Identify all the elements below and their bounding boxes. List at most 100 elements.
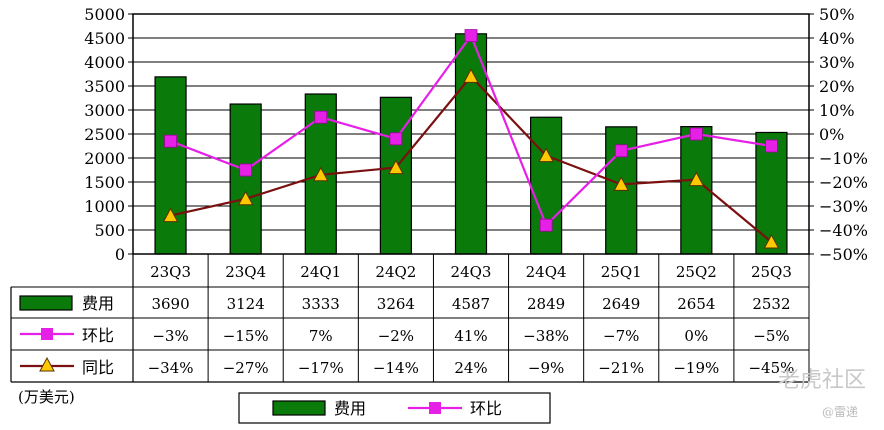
- line-series: [162, 29, 780, 249]
- fee-value: 2532: [752, 295, 790, 313]
- mom-value: 7%: [309, 327, 333, 345]
- bar: [530, 116, 563, 255]
- fee-value: 3690: [151, 295, 189, 313]
- left-tick-label: 500: [94, 221, 125, 240]
- right-axis-ticks: −50% −40% −30% −20% −10% 0% 10% 20% 30% 40% 50%: [819, 5, 868, 264]
- bar: [454, 33, 488, 255]
- yoy-point: [463, 68, 479, 83]
- yoy-point: [763, 233, 780, 249]
- left-axis-ticks: 0 500 1000 1500 2000 2500 3000 3500 4000 4500 5000: [84, 5, 125, 264]
- right-tick-label: 10%: [819, 101, 855, 120]
- legend-key-mom-marker: [429, 402, 441, 414]
- data-table: 23Q3 23Q4 24Q1 24Q2 24Q3 24Q4 25Q1 25Q2 25Q3 费用环比…: [10, 254, 810, 383]
- mom-point: [239, 163, 253, 177]
- mom-point: [539, 218, 553, 232]
- right-tick-label: −20%: [819, 173, 868, 192]
- left-tick-label: 2500: [84, 125, 125, 144]
- left-tick-label: 3000: [84, 101, 125, 120]
- fee-value: 3124: [227, 295, 265, 313]
- row-key-mom-marker: [41, 328, 53, 340]
- mom-value: −15%: [223, 327, 269, 345]
- fee-value: 2849: [527, 295, 565, 313]
- left-tick-label: 1000: [84, 197, 125, 216]
- left-tick-label: 5000: [84, 5, 125, 24]
- fee-value: 3264: [377, 295, 415, 313]
- mom-value: −5%: [753, 327, 789, 345]
- right-tick-label: 50%: [819, 5, 855, 24]
- category-label: 24Q3: [451, 263, 492, 281]
- yoy-value: −19%: [673, 359, 719, 377]
- yoy-value: 24%: [454, 359, 487, 377]
- left-tick-label: 0: [115, 245, 125, 264]
- category-label: 24Q4: [526, 263, 567, 281]
- yoy-point: [312, 166, 329, 182]
- left-tick-label: 4500: [84, 29, 125, 48]
- unit-label: (万美元): [18, 388, 75, 406]
- right-tick-label: 20%: [819, 77, 855, 96]
- mom-point: [614, 144, 628, 158]
- category-label: 25Q3: [751, 263, 792, 281]
- mom-value: −38%: [523, 327, 569, 345]
- yoy-value: −9%: [528, 359, 564, 377]
- category-label: 25Q1: [601, 263, 642, 281]
- fee-value: 4587: [452, 295, 490, 313]
- yoy-value: −17%: [298, 359, 344, 377]
- yoy-point: [388, 159, 404, 175]
- row-label-yoy: 同比: [82, 358, 114, 377]
- legend-label-mom: 环比: [470, 399, 502, 418]
- right-tick-label: −10%: [819, 149, 868, 168]
- yoy-value: −45%: [748, 359, 794, 377]
- mom-point: [689, 127, 703, 141]
- category-label: 25Q2: [676, 263, 717, 281]
- bar-series-fee: [154, 33, 788, 255]
- yoy-point: [538, 147, 554, 163]
- watermark-text: 老虎社区: [778, 368, 866, 393]
- mom-point: [389, 132, 403, 146]
- mom-value: −3%: [152, 327, 188, 345]
- yoy-value: −21%: [598, 359, 644, 377]
- fee-value: 2654: [677, 295, 715, 313]
- right-tick-label: −30%: [819, 197, 868, 216]
- mom-value: 0%: [684, 327, 708, 345]
- legend: 费用 环比: [238, 392, 551, 424]
- left-tick-label: 3500: [84, 77, 125, 96]
- right-tick-label: 30%: [819, 53, 855, 72]
- right-tick-label: 40%: [819, 29, 855, 48]
- yoy-point: [237, 190, 254, 206]
- fee-value: 3333: [302, 295, 340, 313]
- mom-value: 41%: [454, 327, 487, 345]
- row-label-mom: 环比: [82, 326, 114, 345]
- bar: [680, 126, 713, 255]
- right-tick-label: 0%: [819, 125, 844, 144]
- mom-point: [464, 29, 478, 43]
- category-label: 24Q1: [300, 263, 341, 281]
- mom-value: −2%: [378, 327, 414, 345]
- left-tick-label: 1500: [84, 173, 125, 192]
- yoy-value: −27%: [223, 359, 269, 377]
- bar: [379, 96, 412, 255]
- right-tick-label: −50%: [819, 245, 868, 264]
- category-label: 23Q3: [150, 263, 191, 281]
- row-key-fee: [19, 295, 73, 311]
- category-label: 24Q2: [375, 263, 416, 281]
- category-label: 23Q4: [225, 263, 266, 281]
- yoy-value: −34%: [148, 359, 194, 377]
- bar: [229, 103, 262, 255]
- yoy-value: −14%: [373, 359, 419, 377]
- watermark-sub: @雷递: [822, 405, 858, 419]
- mom-point: [164, 134, 177, 148]
- right-tick-label: −40%: [819, 221, 868, 240]
- row-key-yoy-marker: [39, 356, 55, 372]
- yoy-point: [613, 176, 630, 191]
- mom-value: −7%: [603, 327, 639, 345]
- axes: [128, 13, 814, 255]
- legend-key-fee: [272, 400, 326, 416]
- legend-label-fee: 费用: [334, 399, 366, 418]
- yoy-point: [162, 207, 179, 223]
- mom-point: [765, 139, 778, 153]
- fee-value: 2649: [602, 295, 640, 313]
- yoy-point: [688, 171, 705, 187]
- bar: [154, 76, 187, 255]
- left-tick-label: 4000: [84, 53, 125, 72]
